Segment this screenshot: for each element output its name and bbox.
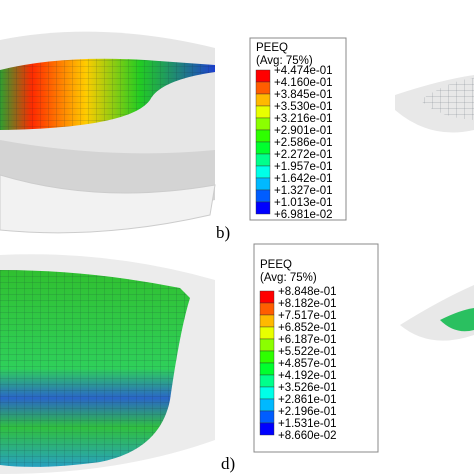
legend-value: +4.474e-01 (274, 65, 333, 77)
simulation-a (0, 31, 216, 234)
color-band (259, 338, 275, 352)
legend-value: +1.957e-01 (274, 161, 333, 173)
legend-value: +8.182e-01 (278, 298, 337, 310)
legend-value: +8.660e-02 (278, 430, 337, 442)
legend-value: +1.013e-01 (274, 197, 333, 209)
color-band (255, 189, 271, 203)
color-band (255, 201, 271, 215)
color-band (259, 362, 275, 376)
legend-value: +2.586e-01 (274, 137, 333, 149)
legend-value: +3.530e-01 (274, 101, 333, 113)
legend-value: +4.160e-01 (274, 77, 333, 89)
legend-title: PEEQ (256, 42, 288, 54)
legend-value: +3.845e-01 (274, 89, 333, 101)
legend-value: +7.517e-01 (278, 310, 337, 322)
color-band (255, 177, 271, 191)
color-band (255, 117, 271, 131)
color-band (259, 398, 275, 412)
legend-subtitle: (Avg: 75%) (260, 272, 317, 284)
legend-title: PEEQ (260, 259, 292, 271)
legend-value: +2.272e-01 (274, 149, 333, 161)
legend-value: +5.522e-01 (278, 346, 337, 358)
color-band (259, 374, 275, 388)
legend-subtitle: (Avg: 75%) (256, 55, 313, 67)
legend-value: +4.192e-01 (278, 370, 337, 382)
panel-label: b) (216, 223, 230, 242)
color-band (259, 302, 275, 316)
color-band (259, 326, 275, 340)
color-band (259, 422, 275, 436)
legend-value: +8.848e-01 (278, 286, 337, 298)
color-band (259, 410, 275, 424)
legend-value: +1.327e-01 (274, 185, 333, 197)
legend-value: +1.531e-01 (278, 418, 337, 430)
legend-value: +2.901e-01 (274, 125, 333, 137)
legend-value: +2.196e-01 (278, 406, 337, 418)
legend-box (253, 243, 379, 453)
legend-value: +6.852e-01 (278, 322, 337, 334)
simulation-side (395, 75, 474, 341)
color-band (259, 350, 275, 364)
color-band (255, 165, 271, 179)
color-band (259, 386, 275, 400)
color-band (255, 141, 271, 155)
legend-value: +2.861e-01 (278, 394, 337, 406)
color-band (255, 93, 271, 107)
legend-value: +3.216e-01 (274, 113, 333, 125)
color-band (255, 129, 271, 143)
legend-value: +3.526e-01 (278, 382, 337, 394)
legend-value: +6.981e-02 (274, 209, 333, 221)
legend-value: +6.187e-01 (278, 334, 337, 346)
color-band (259, 314, 275, 328)
legend-value: +4.857e-01 (278, 358, 337, 370)
simulation-c (0, 254, 215, 474)
legend-value: +1.642e-01 (274, 173, 333, 185)
panel-label: d) (221, 454, 235, 473)
color-band (255, 105, 271, 119)
color-band (255, 153, 271, 167)
color-band (255, 69, 271, 83)
color-band (259, 290, 275, 304)
color-band (255, 81, 271, 95)
